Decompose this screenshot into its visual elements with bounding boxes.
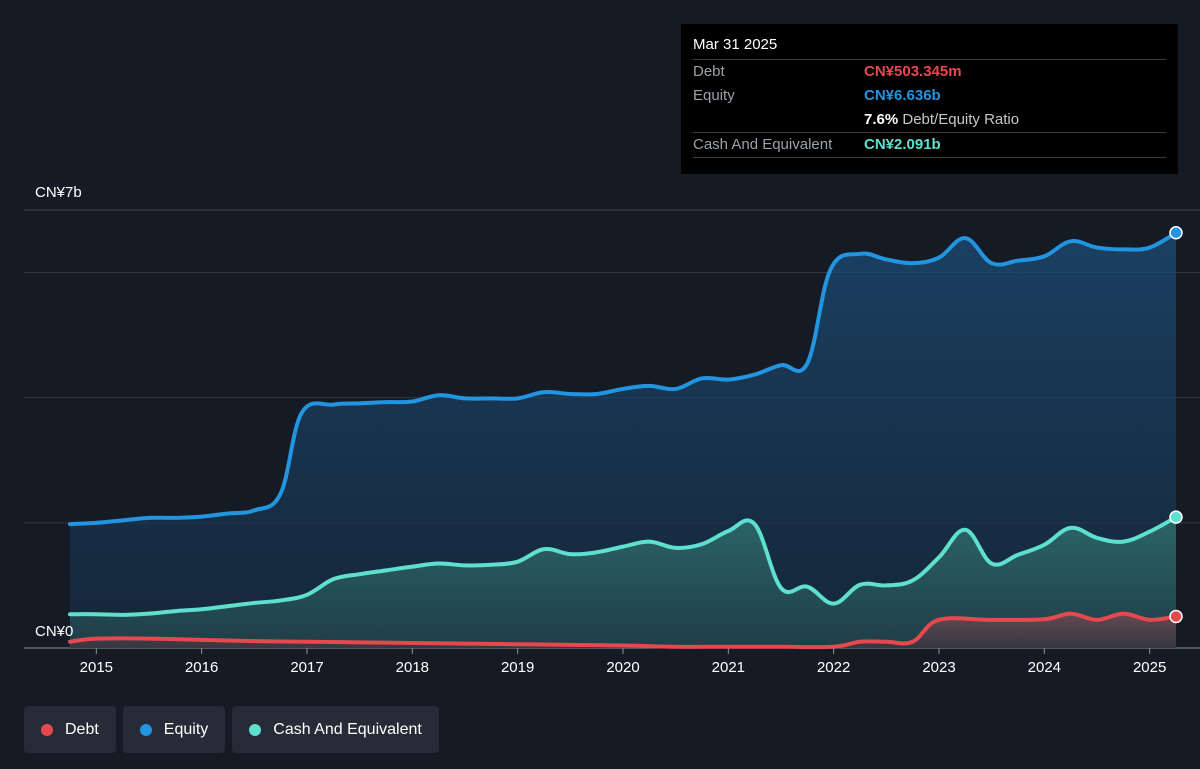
- tooltip-equity-row: Equity CN¥6.636b: [693, 84, 1166, 108]
- tooltip-panel: Mar 31 2025 Debt CN¥503.345m Equity CN¥6…: [681, 24, 1178, 174]
- equity-dot-icon: [139, 723, 152, 736]
- legend-equity-button[interactable]: Equity: [122, 706, 226, 753]
- tooltip-ratio-row: 7.6% Debt/Equity Ratio: [693, 108, 1166, 132]
- tooltip-equity-value: CN¥6.636b: [864, 87, 941, 104]
- x-tick-label: 2021: [712, 659, 745, 676]
- tooltip-ratio-value: 7.6%: [864, 111, 899, 128]
- equity-line: [68, 230, 1178, 527]
- tooltip-equity-label: Equity: [693, 87, 735, 104]
- x-tick-label: 2025: [1133, 659, 1166, 676]
- legend-cash-label: Cash And Equivalent: [273, 720, 422, 738]
- tooltip-date: Mar 31 2025: [693, 36, 778, 53]
- tooltip-cash-value: CN¥2.091b: [864, 136, 941, 153]
- x-tick-label: 2020: [606, 659, 639, 676]
- legend-cash-button[interactable]: Cash And Equivalent: [232, 706, 439, 753]
- tooltip-ratio-label: Debt/Equity Ratio: [902, 111, 1020, 128]
- tooltip-cash-label: Cash And Equivalent: [693, 136, 833, 153]
- tooltip-cash-row: Cash And Equivalent CN¥2.091b: [693, 132, 1166, 158]
- cash-dot-icon: [249, 723, 262, 736]
- x-tick-label: 2016: [185, 659, 218, 676]
- legend-equity-label: Equity: [163, 720, 209, 738]
- legend-debt-label: Debt: [65, 720, 99, 738]
- cash-and-equivalent-line: [68, 515, 1178, 617]
- equity-area: [70, 232, 1176, 648]
- legend-debt-button[interactable]: Debt: [24, 706, 116, 753]
- x-tick-label: 2023: [922, 659, 955, 676]
- series-lines: [68, 226, 1183, 650]
- debt-endpoint: [1169, 609, 1183, 624]
- cash-and-equivalent-endpoint: [1169, 510, 1183, 524]
- x-axis: 2015 2016 2017 2018 2019 2020 2021 2022 2023 2024…: [80, 648, 1166, 676]
- y-axis-bottom-label: CN¥0: [35, 623, 73, 640]
- series-areas: [70, 232, 1176, 648]
- legend: Debt Equity Cash And Equivalent: [24, 706, 439, 753]
- x-tick-label: 2017: [290, 659, 323, 676]
- y-axis-top-label: CN¥7b: [35, 184, 82, 201]
- equity-endpoint: [1169, 226, 1183, 240]
- x-tick-label: 2018: [396, 659, 429, 676]
- x-tick-label: 2024: [1028, 659, 1061, 676]
- x-tick-label: 2019: [501, 659, 534, 676]
- tooltip-debt-value: CN¥503.345m: [864, 63, 962, 80]
- debt-area: [70, 613, 1176, 648]
- debt-line: [68, 611, 1178, 650]
- tooltip-ratio: 7.6% Debt/Equity Ratio: [864, 108, 1019, 132]
- x-tick-label: 2022: [817, 659, 850, 676]
- debt-dot-icon: [41, 723, 53, 736]
- cash-and-equivalent-area: [70, 517, 1176, 648]
- x-tick-label: 2015: [80, 659, 113, 676]
- tooltip-debt-label: Debt: [693, 63, 725, 80]
- tooltip-debt-row: Debt CN¥503.345m: [693, 59, 1166, 84]
